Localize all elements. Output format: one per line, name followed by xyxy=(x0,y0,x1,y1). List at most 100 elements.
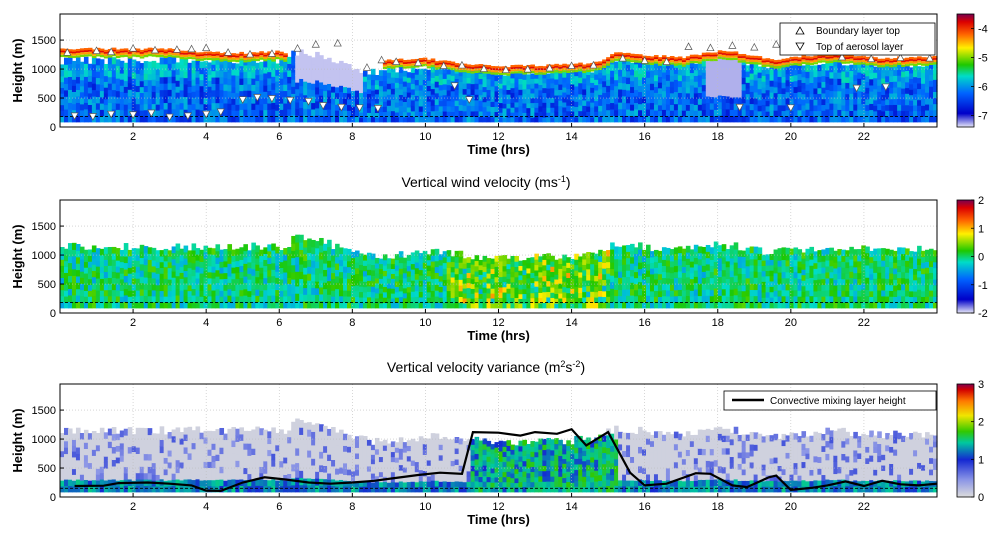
heat-cell xyxy=(303,247,308,254)
heat-cell xyxy=(411,291,416,297)
heat-cell xyxy=(746,55,751,57)
heat-cell xyxy=(140,92,145,98)
heat-cell xyxy=(913,116,918,122)
heat-cell xyxy=(327,103,332,110)
heat-cell xyxy=(243,103,248,110)
heat-cell xyxy=(925,104,930,111)
heat-cell xyxy=(730,277,735,284)
heat-cell xyxy=(395,270,400,276)
heat-cell xyxy=(371,90,376,96)
heat-cell xyxy=(411,302,416,308)
heat-cell xyxy=(287,296,292,303)
heat-cell xyxy=(427,80,432,86)
heat-cell xyxy=(758,116,763,122)
heat-cell xyxy=(586,258,591,264)
heat-cell xyxy=(319,259,324,267)
heat-cell xyxy=(718,115,723,122)
heat-cell xyxy=(758,259,763,266)
heat-cell xyxy=(558,278,563,284)
heat-cell xyxy=(80,259,85,266)
heat-cell xyxy=(331,249,336,255)
heat-cell xyxy=(845,88,850,94)
heat-cell xyxy=(586,106,591,112)
heat-cell xyxy=(742,291,747,297)
heat-cell xyxy=(782,296,787,303)
heat-cell xyxy=(793,81,798,87)
heat-cell xyxy=(586,291,591,297)
heat-cell xyxy=(343,296,348,303)
heat-cell xyxy=(279,273,284,279)
heat-cell xyxy=(287,57,292,64)
heat-cell xyxy=(622,83,627,90)
heat-cell xyxy=(319,75,324,82)
heat-cell xyxy=(849,93,854,99)
heat-cell xyxy=(208,248,213,255)
heat-cell xyxy=(415,79,420,85)
heat-cell xyxy=(499,66,504,68)
heat-cell xyxy=(487,111,492,117)
heat-cell xyxy=(750,289,755,296)
heat-cell xyxy=(108,70,113,77)
heat-cell xyxy=(211,278,216,285)
heat-cell xyxy=(746,110,751,116)
backscatter-heatmap xyxy=(60,48,938,123)
heat-cell xyxy=(227,257,232,264)
heat-cell xyxy=(710,53,715,55)
heat-cell xyxy=(530,288,535,294)
heat-cell xyxy=(825,102,830,109)
heat-cell xyxy=(132,272,137,279)
heat-cell xyxy=(734,91,739,98)
heat-cell xyxy=(530,283,535,289)
heat-cell xyxy=(208,260,213,267)
heat-cell xyxy=(686,110,691,116)
heat-cell xyxy=(797,273,802,279)
heat-cell xyxy=(435,284,440,291)
heat-cell xyxy=(626,64,631,71)
heat-cell xyxy=(917,83,922,89)
heat-cell xyxy=(726,58,731,60)
heat-cell xyxy=(694,55,699,57)
heat-cell xyxy=(530,272,535,278)
heat-cell xyxy=(638,242,643,249)
heat-cell xyxy=(782,116,787,122)
heat-cell xyxy=(391,259,396,265)
heat-cell xyxy=(247,285,252,291)
heat-cell xyxy=(778,248,783,255)
heat-cell xyxy=(630,244,635,251)
heat-cell xyxy=(897,110,902,116)
heat-cell xyxy=(778,105,783,111)
heat-cell xyxy=(825,63,830,70)
heat-cell xyxy=(809,111,814,117)
heat-cell xyxy=(128,70,133,77)
heat-cell xyxy=(762,87,767,93)
heat-cell xyxy=(208,56,213,58)
heat-cell xyxy=(208,68,213,75)
heat-cell xyxy=(770,66,775,68)
heat-cell xyxy=(554,90,559,96)
heat-cell xyxy=(88,75,93,81)
heat-cell xyxy=(419,90,424,96)
heat-cell xyxy=(128,262,133,268)
heat-cell xyxy=(423,257,428,263)
heat-cell xyxy=(634,109,639,116)
heat-cell xyxy=(60,48,65,50)
heat-cell xyxy=(447,85,452,91)
heat-cell xyxy=(271,109,276,116)
heat-cell xyxy=(634,90,639,97)
heat-cell xyxy=(343,272,348,279)
heat-cell xyxy=(379,91,384,97)
heat-cell xyxy=(259,273,264,279)
heat-cell xyxy=(774,255,779,261)
heat-cell xyxy=(447,290,452,296)
heat-cell xyxy=(562,82,567,88)
heat-cell xyxy=(132,52,137,54)
heat-cell xyxy=(522,117,527,122)
heat-cell xyxy=(100,255,105,261)
heat-cell xyxy=(766,276,771,282)
heat-cell xyxy=(407,87,412,93)
heat-cell xyxy=(758,290,763,297)
heat-cell xyxy=(251,243,256,250)
heat-cell xyxy=(403,288,408,294)
heat-cell xyxy=(626,57,631,59)
heat-cell xyxy=(303,301,308,308)
